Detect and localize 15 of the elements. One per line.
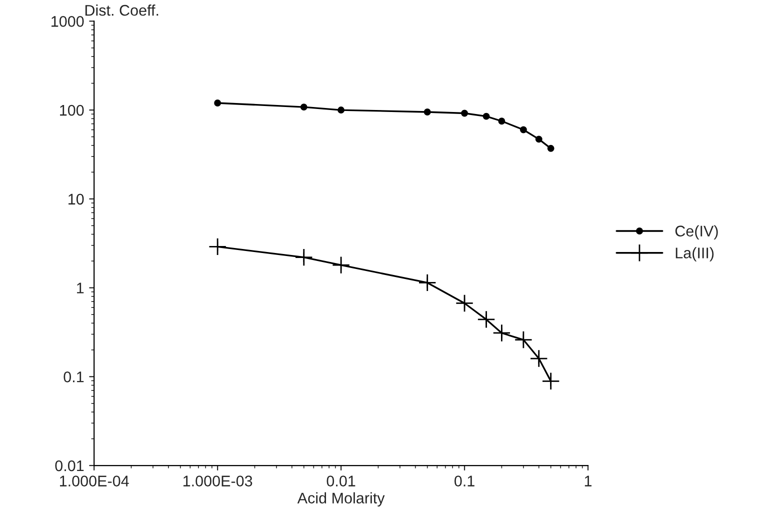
- y-tick-label: 1000: [52, 16, 84, 27]
- x-tick-label: 1: [584, 476, 592, 486]
- x-tick-label: 1.000E-03: [183, 476, 252, 486]
- legend-label: La(III): [676, 247, 714, 262]
- x-tick-label: 0.1: [454, 476, 474, 486]
- y-tick-label: 1: [77, 282, 84, 294]
- x-axis-title: Acid Molarity: [297, 492, 385, 507]
- legend-label: Ce(IV): [675, 225, 718, 240]
- y-tick-label: 100: [60, 104, 84, 116]
- y-axis-title: Dist. Coeff.: [85, 4, 158, 16]
- y-tick-label: 10: [68, 194, 84, 205]
- x-tick-label: 1.000E-04: [60, 476, 129, 486]
- y-tick-label: 0.01: [55, 460, 84, 472]
- x-tick-label: 0.01: [326, 476, 356, 486]
- y-tick-label: 0.1: [64, 372, 84, 382]
